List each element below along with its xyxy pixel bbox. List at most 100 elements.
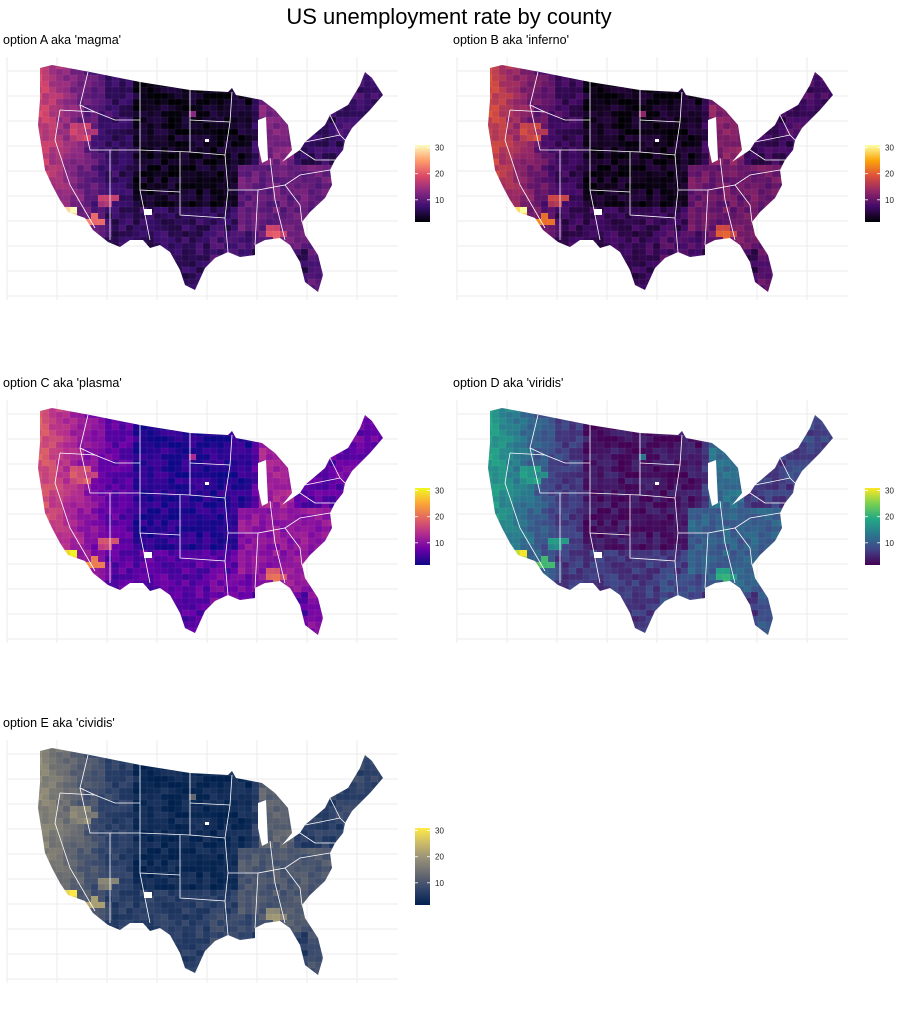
county-cell	[202, 104, 211, 112]
county-cell	[540, 128, 549, 136]
county-cell	[645, 140, 654, 148]
county-cell	[125, 218, 134, 226]
county-cell	[757, 182, 766, 190]
county-cell	[237, 218, 246, 226]
county-cell	[799, 65, 808, 70]
county-cell	[160, 158, 169, 166]
county-cell	[209, 80, 218, 88]
county-cell	[540, 65, 549, 70]
county-cell	[62, 525, 71, 533]
county-cell	[118, 170, 127, 178]
county-cell	[244, 65, 253, 70]
county-cell	[835, 87, 842, 93]
county-cell	[736, 176, 745, 184]
county-cell	[792, 134, 801, 142]
county-cell	[181, 134, 190, 142]
county-cell	[244, 212, 253, 220]
county-cell	[167, 441, 176, 449]
county-cell	[342, 224, 351, 232]
county-cell	[118, 104, 127, 112]
county-cell	[820, 110, 829, 118]
county-cell	[41, 236, 50, 244]
county-cell	[835, 75, 842, 81]
county-cell	[526, 218, 535, 226]
county-cell	[181, 495, 190, 503]
county-cell	[666, 128, 675, 136]
county-cell	[799, 158, 808, 166]
county-cell	[799, 230, 808, 238]
county-cell	[146, 68, 155, 76]
county-cell	[314, 110, 323, 118]
county-cell	[659, 104, 668, 112]
county-cell	[652, 122, 661, 130]
county-cell	[125, 603, 134, 611]
county-cell	[97, 579, 106, 587]
county-cell	[568, 140, 577, 148]
county-cell	[279, 170, 288, 178]
county-cell	[498, 230, 507, 238]
county-cell	[335, 236, 344, 244]
county-cell	[38, 146, 43, 154]
county-cell	[554, 200, 563, 208]
county-cell	[279, 164, 288, 172]
county-cell	[610, 140, 619, 148]
county-cell	[62, 591, 71, 599]
county-cell	[659, 278, 668, 286]
county-cell	[792, 122, 801, 130]
county-cell	[631, 65, 640, 70]
county-cell	[104, 152, 113, 160]
county-cell	[216, 266, 225, 274]
county-cell	[603, 74, 612, 82]
county-cell	[835, 105, 842, 111]
county-cell	[512, 122, 521, 130]
county-cell	[167, 453, 176, 461]
county-cell	[568, 284, 577, 292]
county-cell	[251, 110, 260, 118]
county-cell	[778, 176, 787, 184]
county-cell	[638, 266, 647, 274]
county-cell	[757, 284, 766, 292]
county-cell	[111, 236, 120, 244]
county-cell	[729, 200, 738, 208]
county-cell	[540, 278, 549, 286]
county-cell	[223, 164, 232, 172]
county-cell	[491, 218, 500, 226]
county-cell	[659, 128, 668, 136]
county-cell	[328, 80, 337, 88]
county-cell	[160, 555, 169, 563]
county-cell	[363, 248, 372, 256]
county-cell	[139, 519, 148, 527]
county-cell	[258, 218, 267, 226]
county-cell	[139, 615, 148, 623]
county-cell	[349, 284, 358, 292]
county-cell	[708, 224, 717, 232]
county-cell	[561, 68, 570, 76]
county-cell	[370, 200, 379, 208]
county-cell	[342, 206, 351, 214]
county-cell	[314, 272, 323, 280]
county-cell	[328, 236, 337, 244]
county-cell	[139, 68, 148, 76]
county-cell	[125, 134, 134, 142]
county-cell	[743, 68, 752, 76]
county-cell	[708, 206, 717, 214]
county-cell	[132, 579, 141, 587]
county-cell	[708, 65, 717, 70]
county-cell	[279, 200, 288, 208]
county-cell	[160, 453, 169, 461]
county-cell	[174, 134, 183, 142]
county-cell	[216, 146, 225, 154]
county-cell	[286, 176, 295, 184]
county-cell	[547, 224, 556, 232]
county-cell	[251, 158, 260, 166]
county-cell	[139, 621, 148, 629]
county-cell	[251, 212, 260, 220]
county-cell	[694, 68, 703, 76]
county-cell	[771, 266, 780, 274]
county-cell	[778, 182, 787, 190]
county-cell	[687, 134, 696, 142]
county-cell	[813, 188, 822, 196]
county-cell	[237, 104, 246, 112]
county-cell	[806, 86, 815, 94]
county-cell	[167, 585, 176, 593]
